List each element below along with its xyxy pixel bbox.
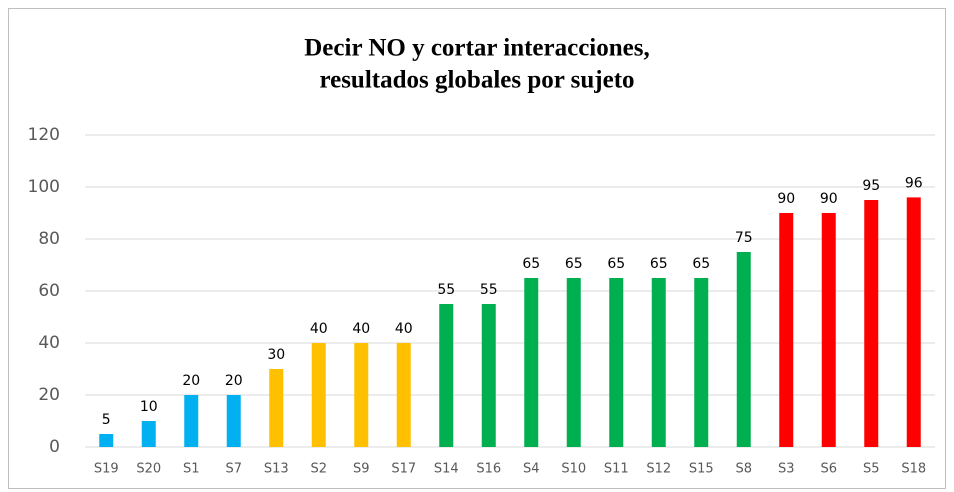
- x-tick-label: S4: [523, 462, 540, 477]
- y-tick-label: 0: [49, 437, 60, 457]
- data-label: 90: [777, 191, 795, 207]
- data-label: 65: [607, 256, 625, 272]
- bar: [609, 278, 624, 447]
- y-tick-label: 80: [38, 229, 60, 249]
- chart-title: Decir NO y cortar interacciones,: [304, 35, 649, 62]
- data-label: 40: [395, 321, 413, 337]
- bar: [396, 343, 411, 447]
- bar: [694, 278, 709, 447]
- data-label: 20: [225, 373, 243, 389]
- x-tick-label: S10: [561, 462, 586, 477]
- bar: [566, 278, 581, 447]
- bar: [481, 304, 496, 447]
- bar: [736, 252, 751, 447]
- data-label: 65: [692, 256, 710, 272]
- x-tick-label: S1: [183, 462, 200, 477]
- x-tick-label: S20: [136, 462, 161, 477]
- data-label: 20: [182, 373, 200, 389]
- bar: [184, 395, 199, 447]
- x-tick-label: S19: [94, 462, 119, 477]
- data-label: 40: [310, 321, 328, 337]
- y-tick-label: 20: [38, 385, 60, 405]
- data-label: 90: [820, 191, 838, 207]
- x-tick-label: S18: [901, 462, 926, 477]
- bar: [906, 197, 921, 447]
- bar: [524, 278, 539, 447]
- x-tick-label: S12: [646, 462, 671, 477]
- bar: [99, 434, 114, 447]
- data-label: 65: [565, 256, 583, 272]
- data-label: 55: [437, 282, 455, 298]
- x-tick-label: S15: [689, 462, 714, 477]
- data-label: 55: [480, 282, 498, 298]
- data-label: 96: [905, 175, 923, 191]
- bar: [651, 278, 666, 447]
- data-label: 65: [522, 256, 540, 272]
- y-tick-label: 60: [38, 281, 60, 301]
- data-label: 10: [140, 399, 158, 415]
- x-tick-label: S6: [820, 462, 837, 477]
- x-tick-label: S13: [264, 462, 289, 477]
- x-tick-label: S14: [434, 462, 459, 477]
- data-label: 95: [862, 178, 880, 194]
- data-label: 5: [102, 412, 111, 428]
- chart-title: resultados globales por sujeto: [319, 67, 634, 94]
- y-tick-label: 40: [38, 333, 60, 353]
- bar: [141, 421, 156, 447]
- bar: [821, 213, 836, 447]
- x-tick-label: S8: [735, 462, 752, 477]
- x-tick-label: S9: [353, 462, 370, 477]
- x-tick-label: S2: [310, 462, 327, 477]
- data-label: 65: [650, 256, 668, 272]
- bar: [354, 343, 369, 447]
- x-tick-label: S7: [225, 462, 242, 477]
- bar: [864, 200, 879, 447]
- data-label: 40: [352, 321, 370, 337]
- bar: [226, 395, 241, 447]
- y-tick-label: 120: [28, 125, 60, 145]
- y-tick-label: 100: [28, 177, 60, 197]
- bar: [269, 369, 284, 447]
- bar: [439, 304, 454, 447]
- bar: [779, 213, 794, 447]
- x-tick-label: S11: [604, 462, 629, 477]
- data-label: 75: [735, 230, 753, 246]
- bar: [311, 343, 326, 447]
- x-tick-label: S3: [778, 462, 795, 477]
- data-label: 30: [267, 347, 285, 363]
- x-tick-label: S5: [863, 462, 880, 477]
- x-tick-label: S16: [476, 462, 501, 477]
- x-tick-label: S17: [391, 462, 416, 477]
